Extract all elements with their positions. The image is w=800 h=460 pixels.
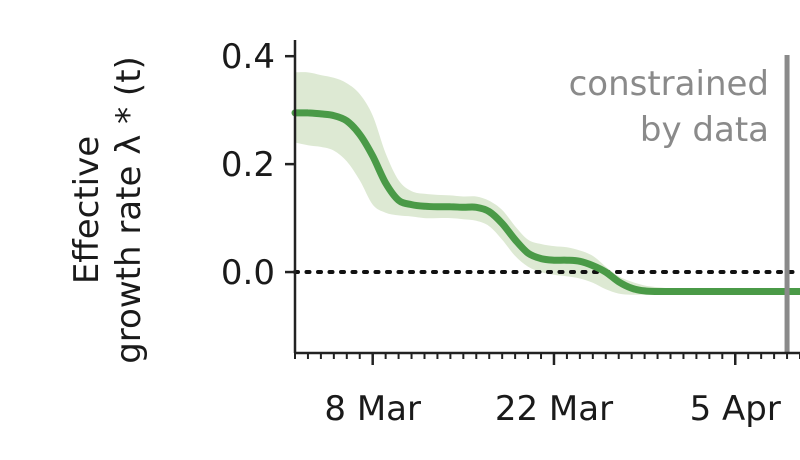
x-tick-label: 8 Mar (324, 389, 421, 429)
y-tick-label: 0.2 (221, 145, 275, 185)
x-tick-label: 5 Apr (690, 389, 781, 429)
y-axis-title: Effective growth rate λ * (t) (67, 56, 149, 364)
annotation-line2: by data (640, 110, 769, 150)
plot-area: 0.4 0.2 0.0 8 Mar 22 Mar 5 Apr (221, 37, 800, 429)
x-tick-label: 22 Mar (495, 389, 613, 429)
y-axis-title-line2: growth rate λ * (t) (109, 56, 149, 364)
annotation-line1: constrained (569, 64, 769, 104)
uncertainty-band (295, 72, 800, 295)
series-line (291, 109, 800, 296)
y-axis-title-line1: Effective (67, 136, 107, 284)
y-tick-label: 0.4 (221, 37, 275, 77)
y-tick-label: 0.0 (221, 253, 275, 293)
